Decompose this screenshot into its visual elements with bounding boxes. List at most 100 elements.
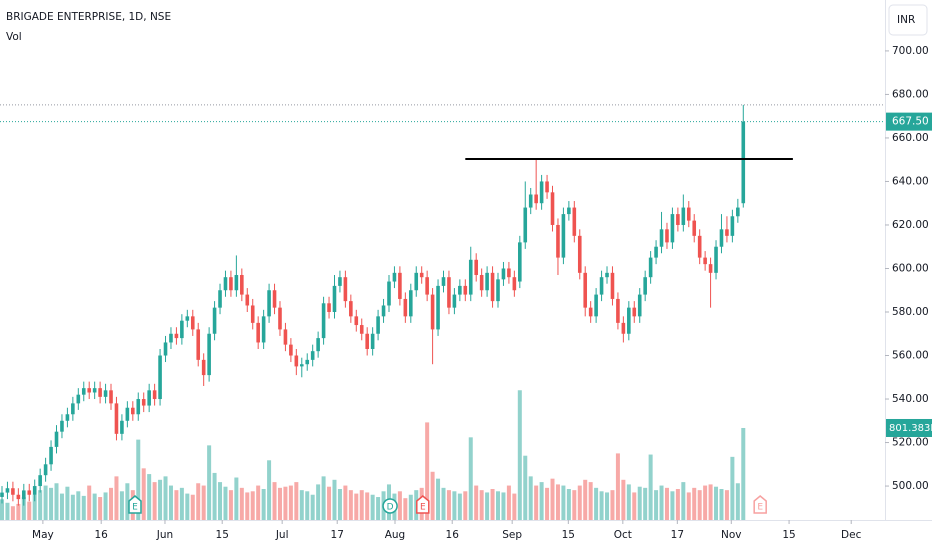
- volume-bar: [441, 487, 446, 520]
- volume-bar: [256, 485, 261, 520]
- candle-body: [261, 316, 266, 343]
- volume-bar: [566, 488, 571, 520]
- volume-bar: [555, 484, 560, 520]
- candle-body: [512, 277, 517, 291]
- volume-bar: [299, 490, 304, 520]
- candle-body: [681, 207, 686, 225]
- candle-body: [676, 214, 680, 225]
- candle-body: [76, 394, 81, 404]
- x-tick-label: Jun: [156, 529, 173, 541]
- volume-bar: [430, 471, 435, 520]
- volume-bar: [577, 485, 582, 520]
- candle-body: [190, 316, 195, 330]
- candle-body: [648, 257, 653, 278]
- candle-body: [43, 464, 48, 476]
- volume-bar: [376, 497, 381, 520]
- candle-body: [545, 181, 549, 193]
- candle-body: [485, 272, 489, 291]
- y-tick-label: 620.00: [892, 219, 929, 231]
- candle-body: [289, 344, 293, 356]
- volume-bar: [468, 437, 473, 520]
- candle-body: [283, 329, 288, 345]
- candle-body: [27, 490, 32, 495]
- volume-bar: [436, 478, 441, 520]
- volume-bar: [316, 484, 321, 520]
- volume-bar: [92, 493, 97, 520]
- candle-body: [463, 285, 468, 295]
- volume-bar: [654, 490, 659, 520]
- candle-body: [376, 316, 380, 334]
- candle-body: [501, 268, 506, 280]
- candle-body: [730, 216, 735, 236]
- volume-bar: [305, 491, 310, 520]
- candle-body: [11, 488, 15, 495]
- volume-bar: [735, 483, 740, 520]
- candle-body: [659, 229, 664, 247]
- candle-body: [419, 272, 424, 278]
- candle-body: [218, 290, 222, 308]
- volume-bar: [463, 491, 468, 520]
- event-marker: [753, 495, 767, 514]
- volume-bar: [681, 482, 686, 520]
- candle-body: [180, 320, 184, 339]
- candle-body: [223, 277, 228, 291]
- candle-body: [207, 333, 211, 376]
- candle-body: [697, 235, 702, 258]
- candle-body: [665, 229, 669, 243]
- volume-bar: [109, 487, 114, 520]
- candle-body: [60, 420, 64, 432]
- volume-bar: [163, 476, 168, 520]
- currency-box[interactable]: [888, 4, 928, 36]
- candle-body: [561, 214, 566, 258]
- candle-body: [534, 194, 538, 204]
- volume-bar: [343, 485, 348, 520]
- volume-bar: [534, 485, 539, 520]
- volume-bar: [643, 487, 648, 520]
- candle-body: [703, 257, 707, 265]
- candle-body: [245, 294, 250, 306]
- candle-body: [414, 272, 419, 291]
- candle-body: [627, 307, 631, 334]
- candle-body: [54, 431, 59, 447]
- candle-body: [201, 359, 206, 376]
- plot: [0, 104, 746, 520]
- x-tick-label: Oct: [614, 529, 632, 541]
- volume-bar: [632, 492, 637, 520]
- candle-body: [114, 403, 119, 434]
- volume-bar: [43, 485, 48, 520]
- candle-body: [670, 214, 675, 243]
- candle-body: [708, 264, 713, 273]
- candle-body: [98, 388, 102, 397]
- candle-body: [240, 275, 244, 295]
- volume-bar: [675, 488, 680, 520]
- candle-body: [65, 414, 70, 421]
- volume-bar: [599, 491, 604, 520]
- candle-body: [272, 290, 277, 308]
- candle-body: [507, 268, 511, 278]
- event-marker: [416, 495, 430, 514]
- volume-bar: [332, 479, 337, 520]
- x-tick-label: 16: [95, 529, 109, 541]
- volume-bar: [610, 490, 615, 520]
- volume-bar: [261, 488, 266, 520]
- volume-bar: [637, 486, 642, 520]
- volume-bar: [474, 485, 479, 520]
- x-tick-label: 16: [446, 529, 460, 541]
- candle-body: [212, 307, 217, 334]
- candle-body: [436, 285, 440, 330]
- volume-bar: [741, 427, 746, 520]
- candle-body: [87, 388, 92, 393]
- candle-body: [267, 290, 271, 317]
- x-tick-label: 17: [671, 529, 684, 541]
- volume-bar: [425, 422, 430, 520]
- candle-body: [474, 259, 479, 276]
- x-tick-label: 15: [562, 529, 575, 541]
- candle-body: [528, 194, 533, 208]
- event-label: E: [132, 503, 138, 513]
- volume-bar: [545, 487, 550, 520]
- candle-body: [398, 272, 402, 299]
- volume-bar: [87, 485, 92, 520]
- candle-body: [588, 307, 593, 317]
- volume-bar: [670, 491, 675, 520]
